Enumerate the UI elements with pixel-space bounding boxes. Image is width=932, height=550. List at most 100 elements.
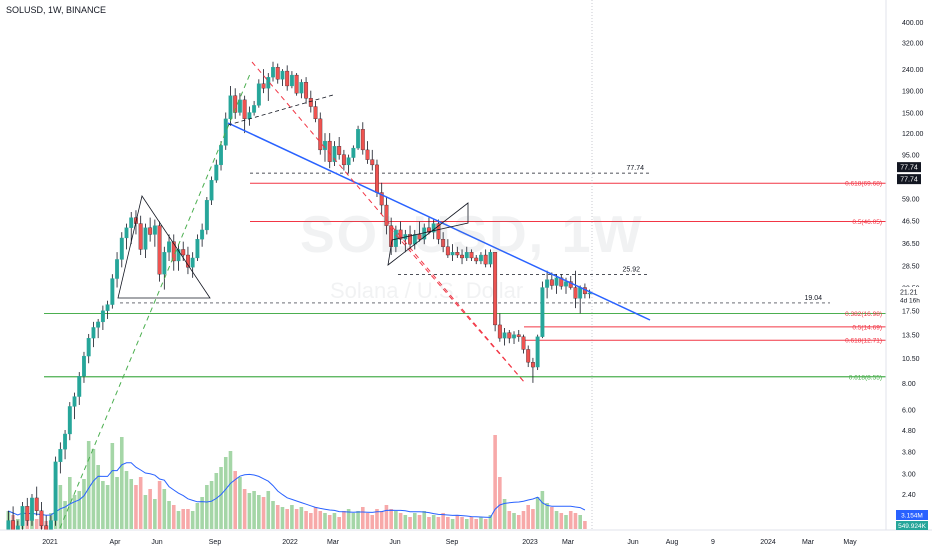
volume-bar [446, 517, 450, 529]
volume-bar [412, 513, 417, 529]
time-tick-label: Aug [666, 539, 679, 546]
candle [530, 357, 535, 383]
volume-bar [58, 485, 63, 529]
volume-bar [195, 503, 200, 529]
price-tick-label: 13.50 [902, 333, 920, 340]
candle [100, 305, 105, 330]
volume-bars [6, 435, 587, 529]
downtrend-dashed-red-2[interactable] [389, 227, 526, 384]
price-tick-label: 95.00 [902, 153, 920, 160]
volume-bar [134, 485, 138, 529]
volume-bar [550, 507, 554, 529]
volume-bar [167, 501, 171, 529]
candle [304, 77, 309, 104]
time-axis[interactable]: 2021 Apr Jun Sep 2022 Mar Jun Sep 2023 Mar Jun Aug 9… [42, 539, 857, 546]
volume-bar [304, 511, 308, 529]
candles [6, 61, 592, 550]
volume-bar [233, 471, 237, 529]
price-badge [897, 162, 921, 173]
price-tick-label: 3.80 [902, 450, 916, 457]
time-tick-label: May [843, 539, 857, 546]
candle [256, 79, 261, 108]
volume-bar [545, 503, 549, 529]
candle [271, 61, 275, 82]
candle [318, 112, 323, 155]
volume-bar [294, 509, 299, 529]
svg-text:77.74: 77.74 [900, 177, 918, 184]
volume-bar [408, 517, 412, 529]
uptrend-dashed-line[interactable] [59, 73, 251, 529]
downtrend-dashed-red[interactable] [251, 61, 526, 384]
candle [58, 442, 63, 474]
svg-text:77.74: 77.74 [900, 165, 918, 172]
candle [285, 65, 290, 91]
volume-bar [247, 493, 252, 529]
volume-bar [379, 511, 384, 529]
volume-bar [96, 465, 100, 529]
price-tick-label: 10.50 [902, 356, 920, 363]
candle [252, 100, 257, 116]
candle [63, 430, 68, 460]
fib-level-label: 0.618(8.55) [849, 374, 882, 381]
price-tick-label: 8.00 [902, 381, 916, 388]
volume-bar [384, 505, 389, 529]
volume-bar [427, 517, 431, 529]
triangle-pattern[interactable] [117, 195, 211, 299]
volume-badge [896, 521, 928, 530]
volume-bar [129, 479, 134, 529]
price-tick-label: 59.00 [902, 197, 920, 204]
time-tick-label: Apr [110, 539, 122, 546]
volume-bar [86, 441, 91, 529]
fib-level-label: 0.618(69.68) [845, 181, 882, 188]
candle [474, 255, 479, 265]
price-tick-label: 46.50 [902, 219, 920, 226]
candle [34, 486, 39, 516]
flag-pattern[interactable] [387, 202, 469, 266]
candle [341, 149, 346, 171]
candle [549, 272, 554, 290]
price-tick-label: 400.00 [902, 20, 924, 27]
time-tick-label: Mar [802, 539, 815, 546]
svg-text:549.924K: 549.924K [898, 523, 926, 530]
candle [516, 329, 521, 342]
volume-bar [153, 499, 157, 529]
candle [554, 274, 559, 294]
candle [313, 100, 318, 123]
volume-bar [469, 517, 474, 529]
volume-bar [403, 515, 408, 529]
candle [25, 497, 30, 526]
volume-bar [209, 481, 214, 529]
price-tick-label: 4.80 [902, 428, 916, 435]
candle [299, 79, 304, 99]
candle [237, 93, 242, 116]
main-downtrend-line[interactable] [227, 122, 651, 321]
time-tick-label: Jun [151, 539, 162, 546]
candle [280, 69, 285, 86]
volume-bar [337, 517, 341, 529]
volume-bar [540, 491, 545, 529]
candle [176, 244, 181, 271]
volume-bar [157, 481, 162, 529]
candle [204, 197, 209, 235]
volume-bar [398, 513, 403, 529]
volume-bar [460, 517, 464, 529]
volume-bar [68, 477, 72, 529]
volume-bar [242, 489, 247, 529]
current-price-badge [896, 286, 926, 304]
candle [289, 71, 294, 89]
candle [346, 154, 351, 173]
volume-bar [119, 437, 124, 529]
horizontal-level-label: 19.04 [804, 295, 822, 302]
fib-level-label: 0.618(12.71) [845, 338, 882, 345]
price-axis[interactable]: 400.00 320.00 240.00 190.00 150.00 120.00 95.0… [902, 20, 924, 499]
dashed-channel-upper[interactable] [227, 94, 334, 126]
volume-bar [190, 511, 195, 529]
candle [327, 133, 332, 169]
volume-bar [91, 449, 96, 529]
volume-bar [115, 477, 119, 529]
candle [124, 223, 129, 250]
candle [261, 69, 266, 94]
time-tick-label: Mar [562, 539, 575, 546]
candle [119, 232, 124, 268]
